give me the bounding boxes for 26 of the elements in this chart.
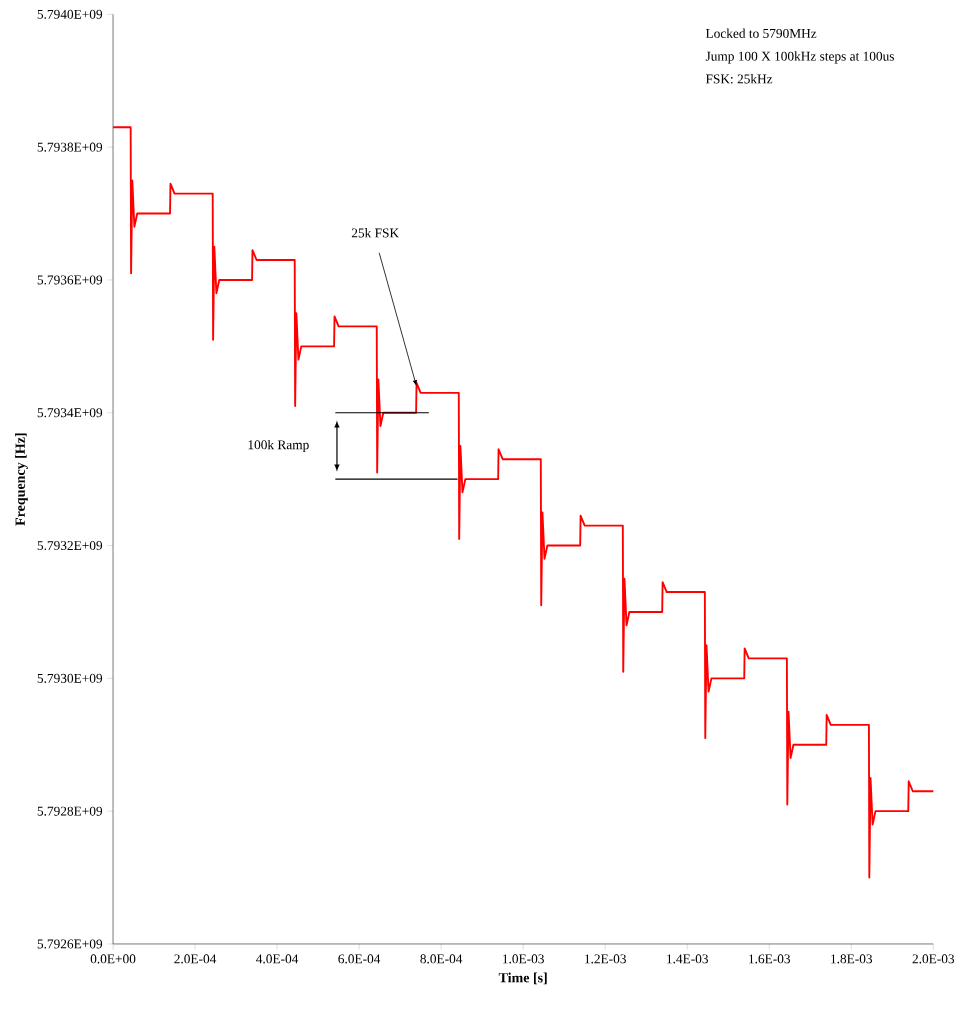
x-tick-label: 1.8E-03 [831, 954, 873, 964]
y-tick-label: 5.7938E+09 [37, 142, 103, 152]
y-tick-label: 5.7934E+09 [37, 408, 103, 418]
y-tick-label: 5.7936E+09 [37, 275, 103, 285]
y-tick-label: 5.7930E+09 [37, 673, 103, 683]
ref-line-label: 100k Ramp [248, 439, 309, 452]
x-tick-label: 4.0E-04 [256, 954, 299, 964]
x-tick-label: 2.0E-03 [912, 954, 955, 964]
x-tick-label: 8.0E-04 [420, 954, 463, 964]
y-tick-label: 5.7932E+09 [37, 541, 103, 551]
x-tick-label: 0.0E+00 [90, 954, 136, 964]
x-tick-label: 1.0E-03 [503, 954, 544, 964]
x-tick-label: 6.0E-04 [338, 954, 381, 964]
annotation: 25k FSK [351, 228, 399, 238]
x-tick-label: 1.2E-03 [585, 954, 626, 964]
y-tick-label: 5.7928E+09 [37, 806, 103, 816]
x-axis-title: Time [s] [498, 972, 547, 985]
y-tick-label: 5.7926E+09 [37, 939, 103, 949]
annotation: FSK: 25kHz [705, 74, 773, 84]
y-axis-title: Frequency [Hz] [15, 433, 28, 526]
annotation: Jump 100 X 100kHz steps at 100us [705, 51, 895, 64]
y-tick-label: 5.7940E+09 [37, 9, 103, 19]
x-tick-label: 1.6E-03 [749, 954, 791, 964]
annotation: Locked to 5790MHz [705, 28, 817, 38]
x-tick-label: 1.4E-03 [667, 954, 709, 964]
x-tick-label: 2.0E-04 [174, 954, 217, 964]
